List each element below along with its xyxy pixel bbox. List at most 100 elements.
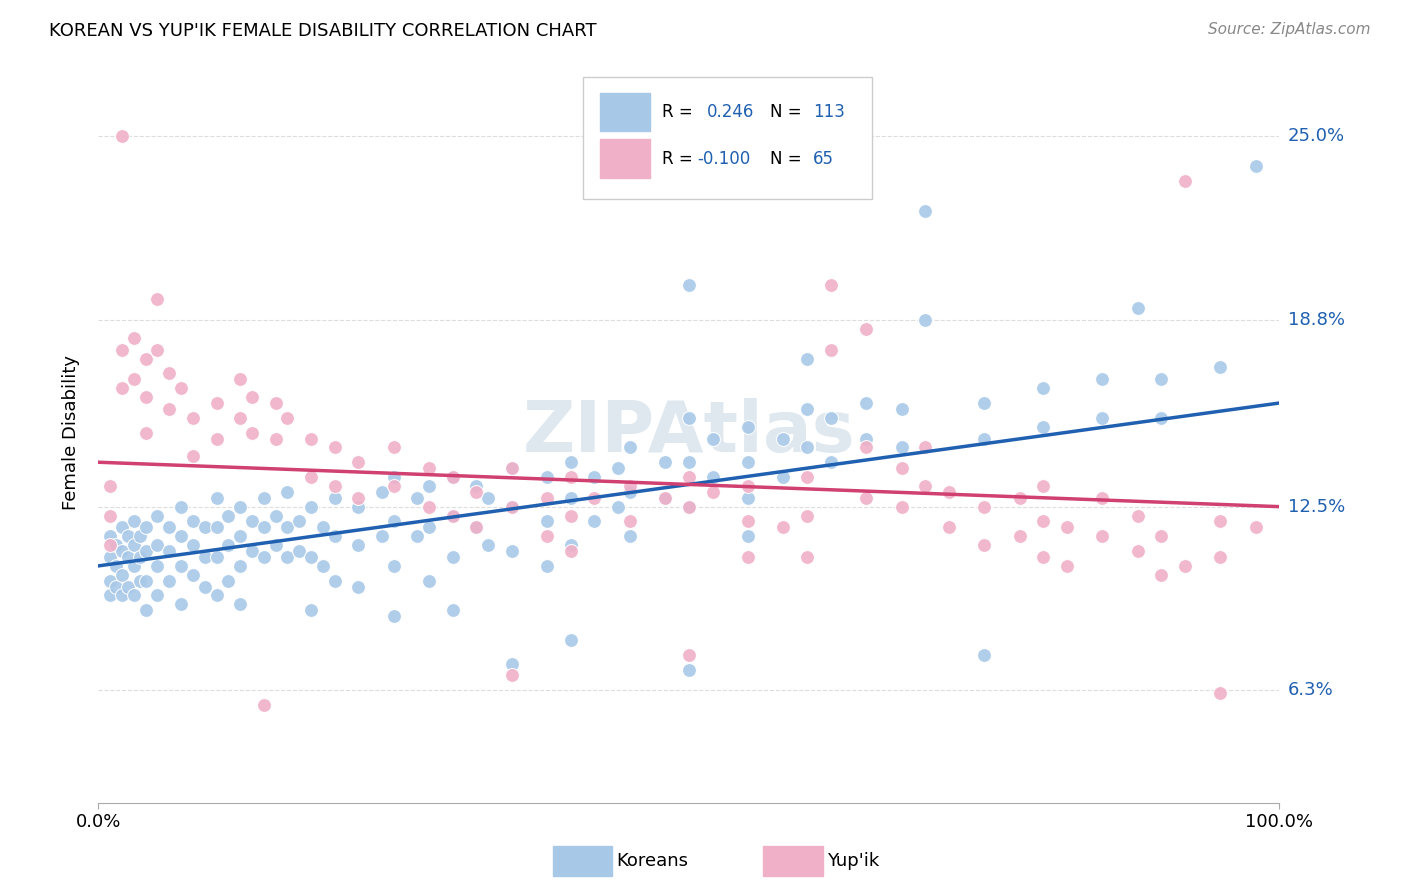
Point (1056, 520, 1078, 534)
Point (772, 470, 794, 484)
Point (1032, 381, 1054, 395)
Point (111, 544, 134, 558)
Point (914, 203, 936, 218)
Point (441, 508, 464, 523)
Point (772, 432, 794, 446)
Point (1150, 410, 1173, 425)
Point (217, 508, 239, 523)
Point (181, 515, 204, 529)
Point (501, 500, 523, 514)
Point (1008, 491, 1031, 505)
Point (299, 470, 322, 484)
FancyBboxPatch shape (582, 78, 872, 200)
Point (796, 351, 818, 366)
FancyBboxPatch shape (600, 139, 650, 178)
Text: R =: R = (662, 150, 697, 168)
Point (678, 500, 700, 514)
Point (477, 491, 499, 505)
Point (157, 520, 180, 534)
Point (323, 479, 346, 493)
Point (619, 441, 641, 455)
Point (890, 401, 912, 416)
Point (288, 515, 311, 529)
Point (240, 544, 263, 558)
Point (111, 381, 134, 395)
Point (914, 441, 936, 455)
Point (678, 410, 700, 425)
Point (737, 515, 759, 529)
Point (619, 484, 641, 499)
Point (181, 450, 204, 464)
Point (441, 508, 464, 523)
Point (465, 484, 488, 499)
Point (796, 508, 818, 523)
Point (146, 293, 169, 307)
Point (98, 508, 121, 523)
Text: 25.0%: 25.0% (1288, 128, 1346, 145)
Point (890, 500, 912, 514)
Point (583, 515, 606, 529)
Point (128, 529, 150, 543)
Point (299, 500, 322, 514)
Point (1244, 520, 1267, 534)
Point (229, 372, 252, 386)
Point (560, 544, 582, 558)
Point (264, 538, 287, 552)
Point (501, 461, 523, 475)
Point (418, 500, 440, 514)
Point (465, 479, 488, 493)
Point (855, 322, 877, 336)
Point (217, 574, 239, 588)
Point (229, 410, 252, 425)
Point (1032, 549, 1054, 564)
Point (240, 390, 263, 404)
Point (406, 529, 429, 543)
Point (418, 461, 440, 475)
Point (737, 479, 759, 493)
Point (253, 520, 276, 534)
Point (501, 500, 523, 514)
Point (702, 484, 724, 499)
Point (135, 574, 157, 588)
Point (111, 589, 134, 603)
Point (135, 520, 157, 534)
Point (146, 508, 169, 523)
Point (855, 441, 877, 455)
Point (1032, 419, 1054, 434)
Point (157, 574, 180, 588)
Point (501, 461, 523, 475)
Point (465, 520, 488, 534)
Point (264, 432, 287, 446)
Point (441, 470, 464, 484)
Point (619, 529, 641, 543)
Point (229, 529, 252, 543)
Point (205, 396, 228, 410)
Point (973, 500, 995, 514)
Point (181, 567, 204, 582)
Point (973, 432, 995, 446)
Point (276, 410, 298, 425)
Point (276, 520, 298, 534)
Point (170, 529, 193, 543)
Point (1091, 491, 1114, 505)
Text: 18.8%: 18.8% (1288, 311, 1344, 329)
Text: 113: 113 (813, 103, 845, 121)
Point (122, 538, 145, 552)
Point (1209, 686, 1232, 700)
Point (347, 491, 370, 505)
Point (1091, 410, 1114, 425)
Point (1091, 372, 1114, 386)
Point (1209, 549, 1232, 564)
Point (820, 455, 842, 469)
Point (347, 580, 370, 594)
Point (135, 425, 157, 440)
Point (973, 648, 995, 662)
Point (240, 515, 263, 529)
Point (914, 313, 936, 327)
Point (135, 544, 157, 558)
Text: Yup'ik: Yup'ik (827, 852, 879, 870)
Point (1209, 360, 1232, 375)
Point (128, 549, 150, 564)
Point (536, 515, 558, 529)
Point (170, 598, 193, 612)
